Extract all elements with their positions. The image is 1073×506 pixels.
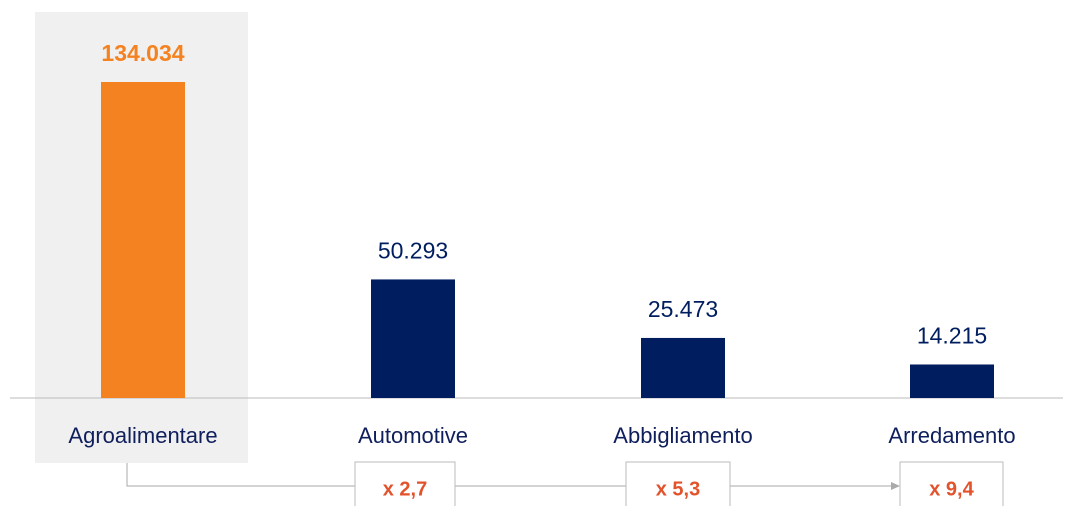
bar xyxy=(101,82,185,398)
value-label: 14.215 xyxy=(917,323,987,349)
annotation: x 5,3 xyxy=(656,478,700,500)
x-tick-label: Arredamento xyxy=(888,423,1015,448)
connector xyxy=(126,463,355,487)
value-label: 134.034 xyxy=(101,40,184,66)
annotation-box xyxy=(625,461,731,506)
value-label: 25.473 xyxy=(648,296,718,322)
bar xyxy=(910,364,994,398)
annotation: x 9,4 xyxy=(929,478,974,500)
x-tick-label: Abbigliamento xyxy=(613,423,752,448)
x-tick-label: Agroalimentare xyxy=(68,423,217,448)
annotation: x 2,7 xyxy=(383,478,427,500)
arrow-head xyxy=(891,482,900,490)
bar xyxy=(371,279,455,398)
bar xyxy=(641,337,725,398)
annotation-box xyxy=(899,461,1004,506)
value-label: 50.293 xyxy=(378,238,448,264)
annotation-box xyxy=(354,461,456,506)
x-tick-label: Automotive xyxy=(358,423,468,448)
